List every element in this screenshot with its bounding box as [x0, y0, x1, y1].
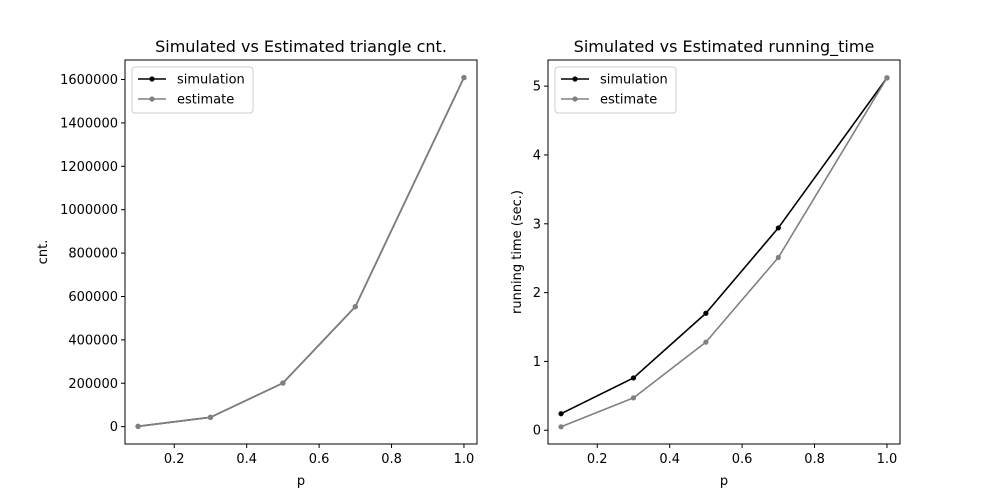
- x-tick-label: 1.0: [454, 452, 475, 467]
- y-tick-label: 600000: [68, 290, 118, 305]
- series-line-simulation: [137, 77, 465, 428]
- chart-title: Simulated vs Estimated triangle cnt.: [155, 37, 447, 56]
- data-point-estimate: [630, 395, 637, 401]
- left-chart: Simulated vs Estimated triangle cnt. 0.2 0…: [36, 37, 478, 489]
- y-axis-label: running time (sec.): [510, 190, 525, 314]
- legend-marker-estimate: [572, 96, 578, 102]
- data-point-simulation: [775, 225, 781, 231]
- x-tick-label: 0.4: [659, 452, 680, 467]
- x-tick-label: 0.8: [804, 452, 825, 467]
- plot-frame: [547, 59, 901, 445]
- x-tick-label: 0.2: [164, 452, 185, 467]
- x-tick-label: 0.8: [381, 452, 402, 467]
- series-line-simulation: [560, 77, 888, 415]
- x-axis-label: p: [720, 474, 728, 489]
- x-tick-label: 1.0: [877, 452, 898, 467]
- legend-label-simulation: simulation: [177, 73, 245, 88]
- y-tick-label: 800000: [68, 247, 118, 262]
- x-tick-label: 0.2: [587, 452, 608, 467]
- y-tick-label: 5: [533, 80, 541, 95]
- y-tick-label: 0: [533, 424, 541, 439]
- legend-label-estimate: estimate: [177, 93, 234, 108]
- legend: simulation estimate: [131, 66, 254, 114]
- y-tick-label: 1200000: [60, 160, 118, 175]
- data-point-estimate: [280, 380, 286, 386]
- data-point-estimate: [558, 424, 564, 430]
- data-point-estimate: [884, 75, 890, 81]
- x-tick-label: 0.6: [309, 452, 330, 467]
- plot-frame: [124, 59, 478, 445]
- data-point-estimate: [352, 304, 358, 310]
- x-tick-label: 0.6: [732, 452, 753, 467]
- legend-marker-simulation: [149, 76, 155, 82]
- legend-marker-simulation: [572, 76, 578, 82]
- y-tick-label: 1400000: [60, 116, 118, 131]
- x-axis-label: p: [297, 474, 305, 489]
- right-chart: Simulated vs Estimated running_time 0.2 0.…: [510, 37, 901, 489]
- y-tick-label: 400000: [68, 333, 118, 348]
- data-point-estimate: [207, 414, 214, 420]
- series-line-estimate: [137, 77, 465, 428]
- y-tick-label: 4: [533, 148, 541, 163]
- data-point-estimate: [703, 339, 709, 345]
- data-point-estimate: [775, 254, 781, 261]
- y-tick-label: 1000000: [60, 203, 118, 218]
- data-point-simulation: [703, 310, 709, 316]
- data-point-simulation: [630, 375, 637, 381]
- chart-title: Simulated vs Estimated running_time: [574, 37, 875, 57]
- data-point-estimate: [135, 423, 141, 429]
- y-tick-label: 0: [110, 420, 118, 435]
- legend-marker-estimate: [149, 96, 155, 102]
- y-tick-label: 2: [533, 286, 541, 301]
- legend-label-simulation: simulation: [600, 73, 668, 88]
- x-tick-label: 0.4: [236, 452, 257, 467]
- y-tick-label: 3: [533, 217, 541, 232]
- y-tick-label: 1600000: [60, 73, 118, 88]
- data-point-estimate: [461, 74, 467, 81]
- legend-label-estimate: estimate: [600, 93, 657, 108]
- y-axis-label: cnt.: [36, 240, 51, 265]
- data-point-simulation: [558, 411, 564, 417]
- y-tick-label: 200000: [68, 377, 118, 392]
- series-line-estimate: [560, 77, 888, 428]
- legend: simulation estimate: [554, 66, 677, 114]
- y-tick-label: 1: [533, 355, 541, 370]
